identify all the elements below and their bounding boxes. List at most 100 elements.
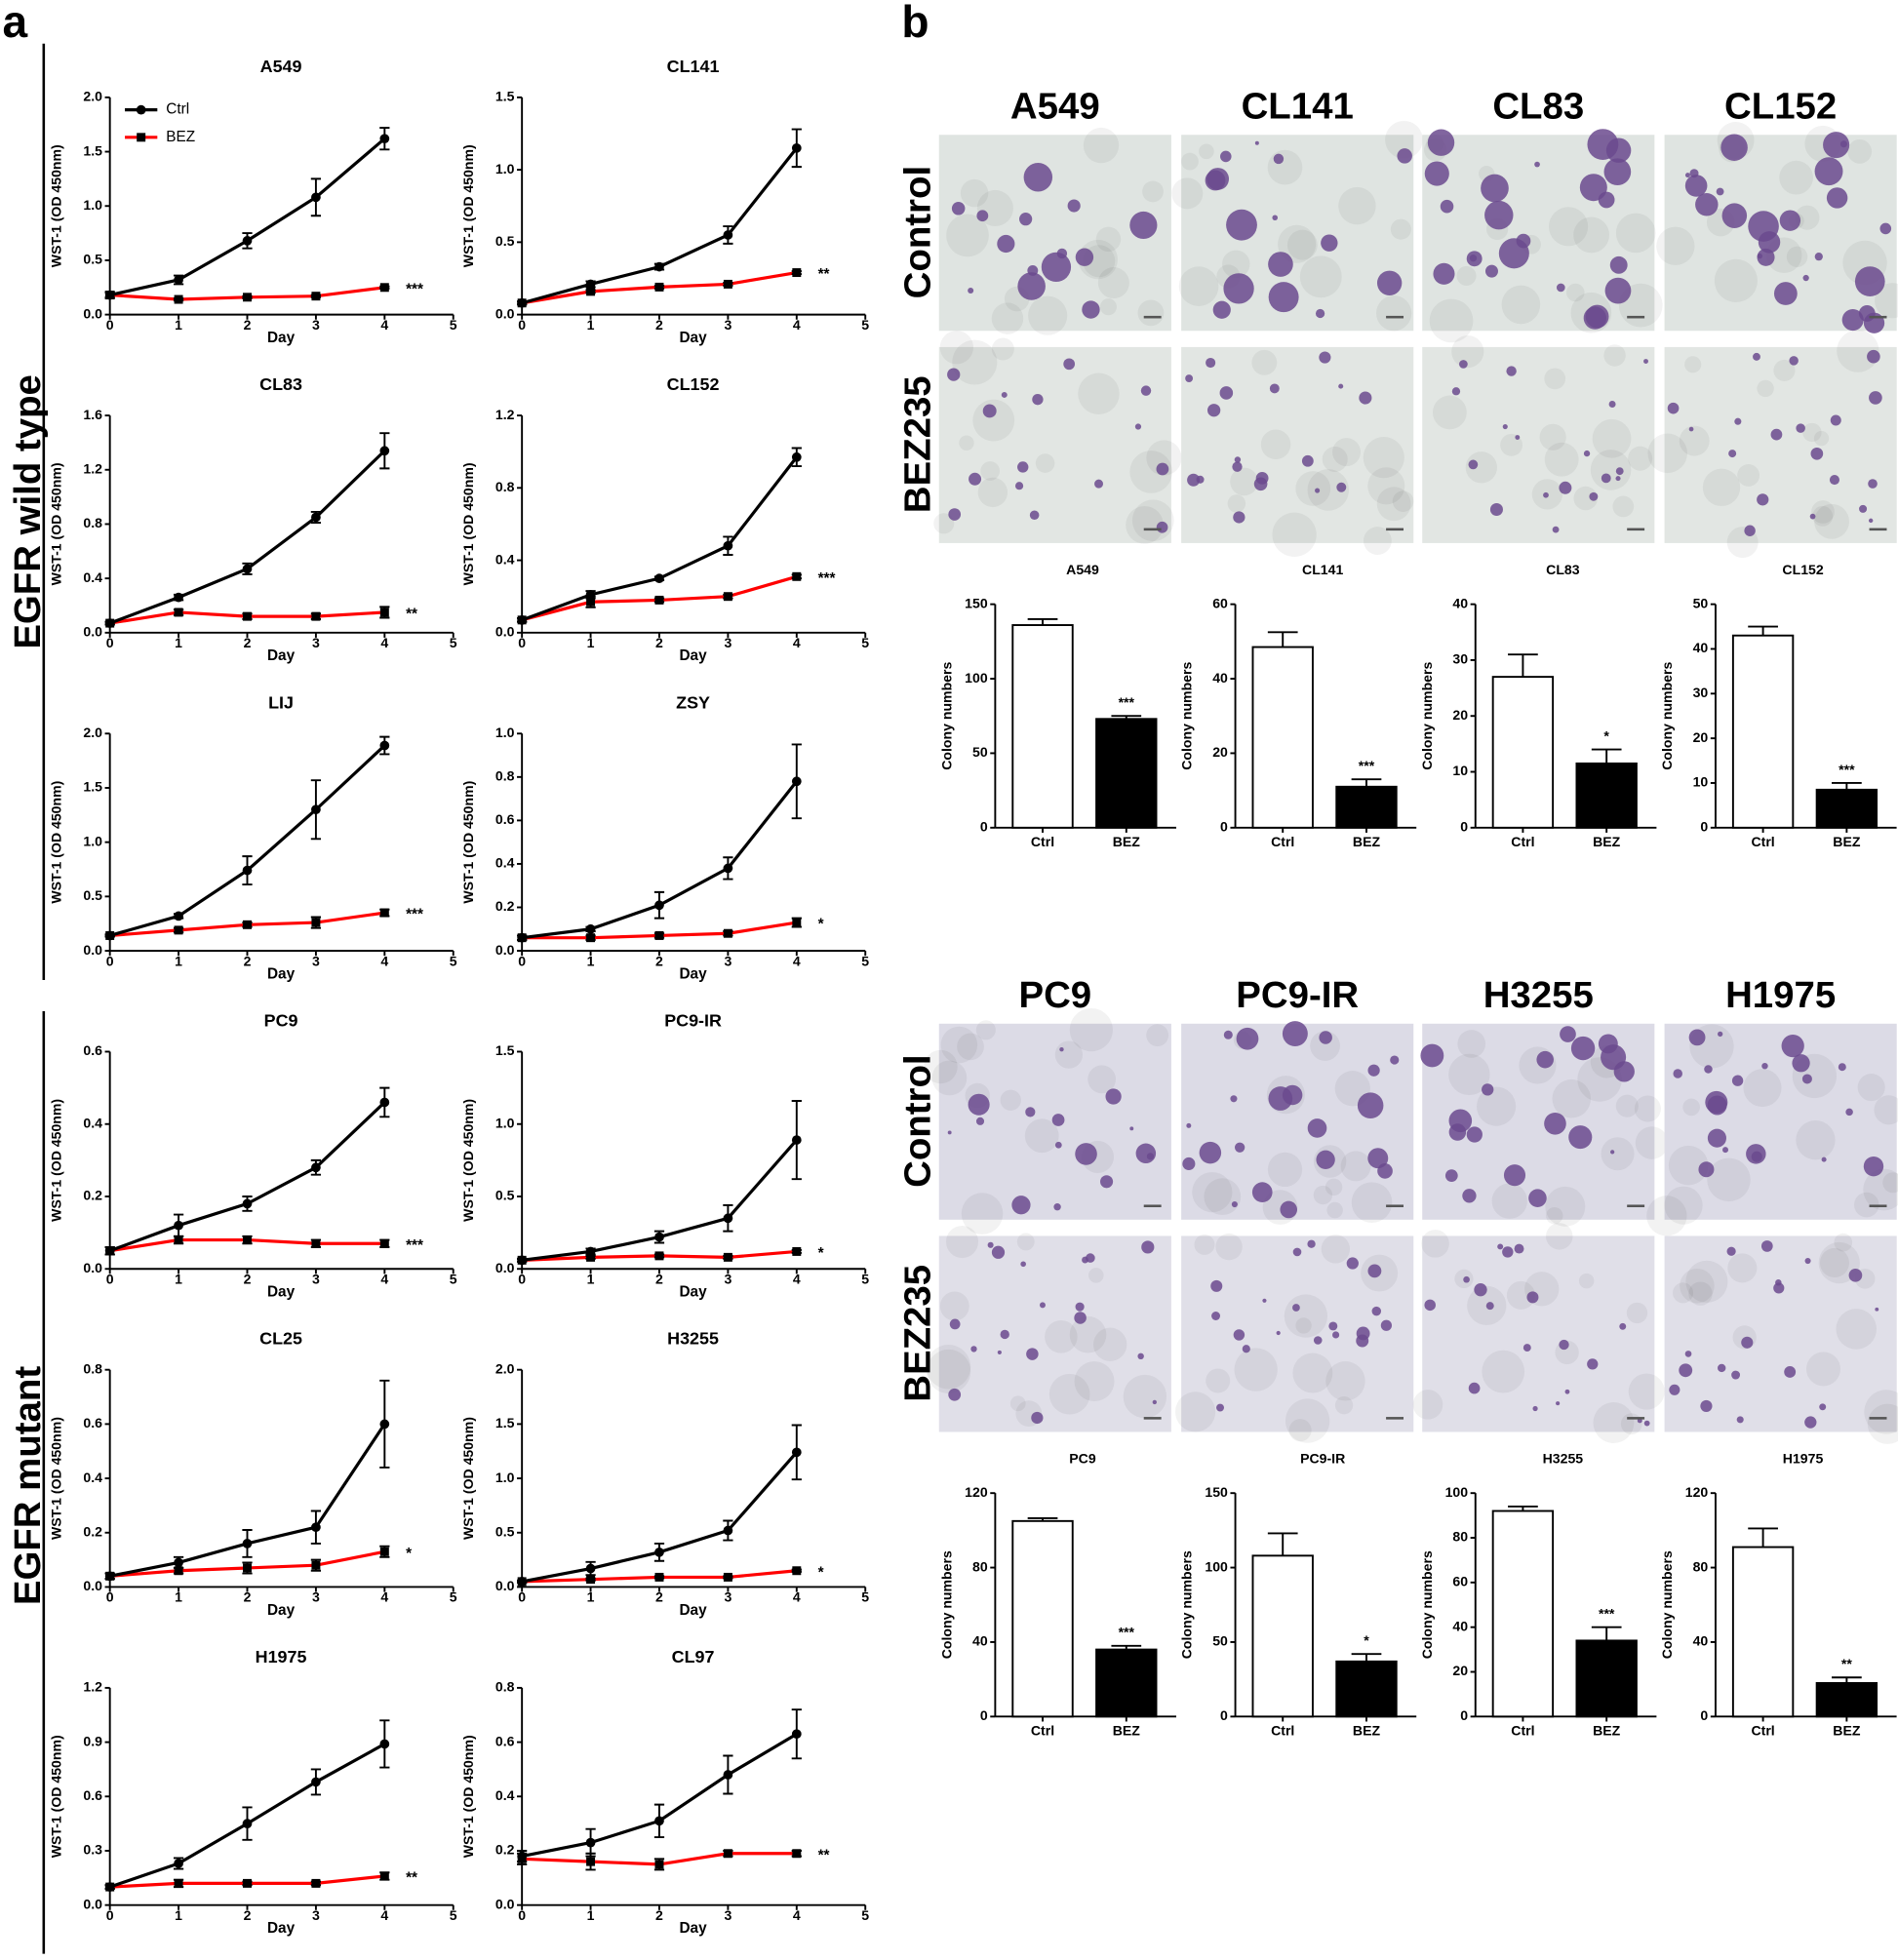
series-line <box>109 137 386 297</box>
colony <box>1141 1240 1155 1254</box>
point <box>517 614 528 625</box>
bar <box>1575 1639 1638 1718</box>
blur-spot <box>1863 1168 1898 1211</box>
colony <box>1346 1257 1359 1270</box>
point <box>242 236 253 246</box>
x-tick-label: 5 <box>450 1907 457 1923</box>
colony <box>1821 1156 1827 1162</box>
point <box>379 608 389 617</box>
blur-spot <box>1685 1260 1728 1303</box>
colony <box>1726 1246 1736 1256</box>
colony <box>1757 493 1769 506</box>
colony <box>1276 1330 1281 1336</box>
y-tick-label: 50 <box>972 744 988 760</box>
row-label: BEZ235 <box>897 375 939 513</box>
point <box>242 1198 253 1209</box>
point <box>654 930 664 940</box>
colony <box>1206 357 1216 369</box>
colony <box>1684 1351 1692 1357</box>
colony <box>1307 1118 1327 1138</box>
group-label: EGFR mutant <box>7 1366 49 1605</box>
colony <box>1039 1302 1046 1309</box>
x-tick-label: Ctrl <box>1511 834 1534 849</box>
chart-title: H3255 <box>1543 1450 1584 1466</box>
colony <box>1736 1416 1744 1424</box>
point <box>654 1251 664 1261</box>
colony <box>951 202 966 216</box>
x-tick-label: 1 <box>587 1271 595 1286</box>
x-tick-label: 5 <box>861 317 869 333</box>
blur-spot <box>1221 250 1250 279</box>
y-tick-label: 80 <box>1693 1558 1709 1574</box>
blur-spot <box>1363 437 1404 479</box>
colony <box>1463 1275 1470 1283</box>
colony <box>1462 1189 1477 1203</box>
x-tick-label: 0 <box>518 635 526 650</box>
blur-spot <box>1334 1395 1354 1415</box>
colony <box>1684 175 1708 197</box>
colony <box>1528 1189 1547 1207</box>
colony <box>1185 374 1194 383</box>
point <box>174 1235 183 1245</box>
significance: *** <box>1119 694 1135 710</box>
y-tick-label: 0.0 <box>495 1578 515 1593</box>
colony <box>1231 1200 1238 1208</box>
y-tick-label: 40 <box>1693 1633 1709 1649</box>
colony <box>1292 1304 1300 1312</box>
image-title: H3255 <box>1483 974 1594 1016</box>
colony <box>1746 1144 1766 1164</box>
x-tick-label: Ctrl <box>1511 1722 1534 1738</box>
colony <box>1199 1141 1222 1164</box>
y-tick-label: 20 <box>1693 729 1709 745</box>
y-tick-label: 120 <box>965 1484 988 1500</box>
colony <box>1481 174 1509 203</box>
colony <box>948 1388 962 1401</box>
blur-spot <box>1546 1223 1573 1250</box>
colony <box>1848 1268 1863 1282</box>
colony <box>1182 1156 1196 1171</box>
colony <box>1367 1148 1389 1169</box>
y-tick-label: 1.0 <box>495 725 515 740</box>
point <box>243 1235 252 1245</box>
colony <box>1129 211 1158 240</box>
y-tick-label: 0.0 <box>83 942 102 958</box>
colony <box>1206 404 1221 417</box>
point <box>517 1851 528 1862</box>
colony <box>1830 414 1841 426</box>
x-tick-label: BEZ <box>1113 834 1141 849</box>
blur-spot <box>1429 298 1474 343</box>
image-title: CL152 <box>1724 86 1837 128</box>
x-tick-label: 2 <box>244 953 252 968</box>
colony <box>1796 423 1805 433</box>
point <box>174 1878 183 1888</box>
colony <box>1698 1161 1715 1178</box>
blur-spot <box>1048 1373 1090 1415</box>
colony <box>1134 423 1142 430</box>
y-axis-label: WST-1 (OD 450nm) <box>460 1099 476 1222</box>
colony <box>976 210 989 222</box>
blur-spot <box>1351 1182 1393 1223</box>
x-axis-label: Day <box>267 1920 296 1937</box>
blur-spot <box>1573 216 1610 254</box>
x-tick-label: 3 <box>312 635 320 650</box>
point <box>792 268 802 278</box>
blur-spot <box>1684 356 1702 373</box>
y-axis-label: WST-1 (OD 450nm) <box>49 1417 64 1540</box>
y-tick-label: 2.0 <box>83 89 102 104</box>
point <box>791 1447 802 1458</box>
chart-title: CL141 <box>1302 562 1343 577</box>
colony <box>1272 215 1279 221</box>
colony <box>1301 454 1314 467</box>
chart-title: PC9-IR <box>1300 1450 1345 1466</box>
blur-spot <box>1501 285 1541 325</box>
colony <box>1789 356 1799 366</box>
point <box>311 611 321 621</box>
chart-title: CL97 <box>672 1647 715 1666</box>
colony <box>1459 360 1468 369</box>
colony <box>1792 1054 1810 1073</box>
x-tick-label: 5 <box>861 1589 869 1605</box>
significance: * <box>1364 1632 1369 1648</box>
blur-spot <box>1796 1120 1836 1160</box>
significance: ** <box>818 266 830 283</box>
x-axis-label: Day <box>679 647 707 664</box>
